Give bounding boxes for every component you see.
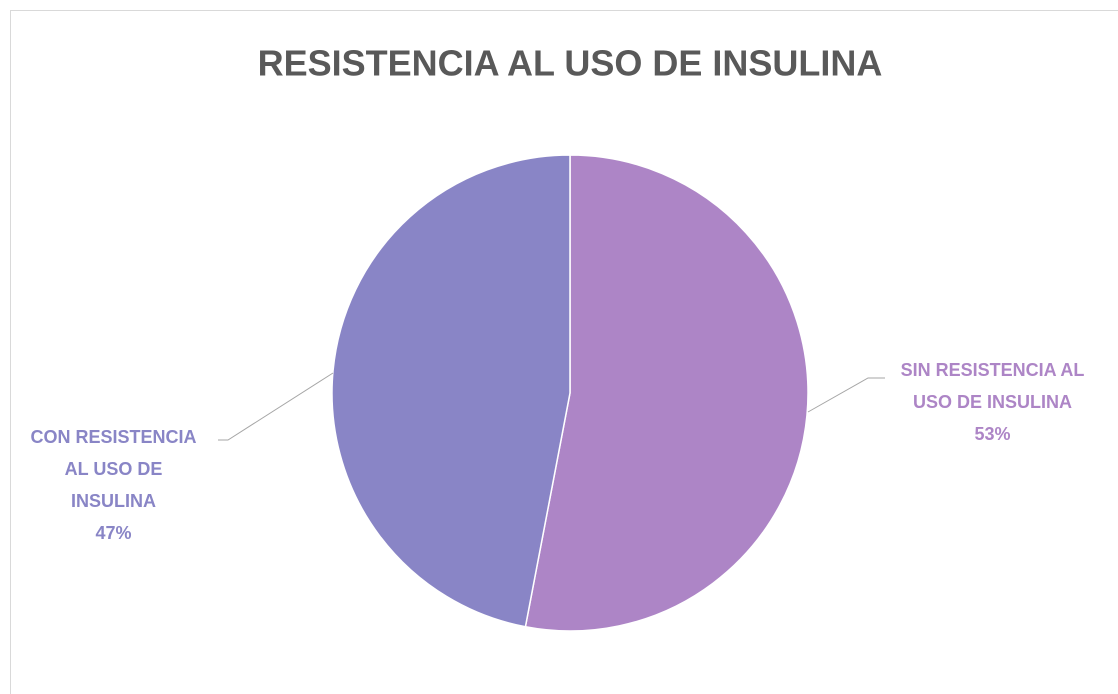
leader-line — [218, 372, 334, 441]
data-label: SIN RESISTENCIA AL USO DE INSULINA 53% — [900, 354, 1085, 450]
data-label: CON RESISTENCIA AL USO DE INSULINA 47% — [21, 421, 206, 549]
category-label: SIN RESISTENCIA AL USO DE INSULINA — [900, 360, 1085, 412]
pie-slice — [524, 154, 809, 632]
pie-slice — [331, 154, 571, 628]
value-label: 53% — [974, 424, 1011, 444]
category-label: CON RESISTENCIA AL USO DE INSULINA — [30, 427, 197, 511]
chart-title: RESISTENCIA AL USO DE INSULINA — [258, 43, 883, 84]
value-label: 47% — [95, 523, 132, 543]
leader-line — [807, 377, 885, 413]
